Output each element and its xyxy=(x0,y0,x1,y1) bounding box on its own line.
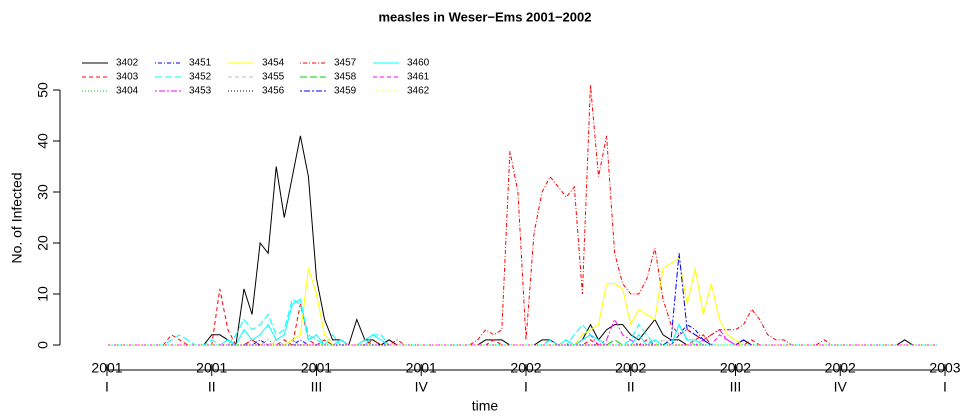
x-tick-label: IV xyxy=(415,379,429,395)
y-tick-label: 50 xyxy=(35,82,51,98)
x-tick-label: I xyxy=(943,379,947,395)
x-tick-label: II xyxy=(208,379,216,395)
x-tick-label: 2002 xyxy=(720,360,751,376)
legend-label: 3403 xyxy=(116,72,139,83)
y-tick-label: 40 xyxy=(35,133,51,149)
x-tick-label: 2001 xyxy=(406,360,437,376)
y-tick-label: 10 xyxy=(35,286,51,302)
chart-title: measles in Weser−Ems 2001−2002 xyxy=(379,9,592,24)
legend-label: 3404 xyxy=(116,86,139,97)
legend-label: 3452 xyxy=(189,72,212,83)
legend-label: 3451 xyxy=(189,58,212,69)
x-tick-label: 2002 xyxy=(510,360,541,376)
x-axis-label: time xyxy=(472,398,499,414)
y-tick-label: 30 xyxy=(35,184,51,200)
y-tick-label: 20 xyxy=(35,235,51,251)
x-tick-label: III xyxy=(311,379,323,395)
x-tick-label: IV xyxy=(834,379,848,395)
x-tick-label: 2002 xyxy=(825,360,856,376)
legend-label: 3458 xyxy=(334,72,357,83)
series-line xyxy=(107,298,937,346)
series-line xyxy=(107,257,937,346)
series-line xyxy=(107,288,937,346)
legend-label: 3457 xyxy=(334,58,357,69)
legend-label: 3461 xyxy=(407,72,430,83)
x-tick-label: 2002 xyxy=(615,360,646,376)
legend-label: 3459 xyxy=(334,86,357,97)
legend-label: 3455 xyxy=(262,72,285,83)
y-axis-label: No. of Infected xyxy=(9,172,25,263)
legend-label: 3453 xyxy=(189,86,212,97)
x-tick-label: 2001 xyxy=(91,360,122,376)
x-tick-label: I xyxy=(524,379,528,395)
legend-label: 3402 xyxy=(116,58,139,69)
series-line xyxy=(107,135,937,346)
x-tick-label: 2003 xyxy=(929,360,960,376)
series-line xyxy=(107,298,937,346)
x-tick-label: I xyxy=(105,379,109,395)
x-tick-label: III xyxy=(730,379,742,395)
x-tick-label: 2001 xyxy=(196,360,227,376)
series-line xyxy=(107,84,937,346)
y-tick-label: 0 xyxy=(35,341,51,349)
legend-label: 3454 xyxy=(262,58,285,69)
legend-label: 3462 xyxy=(407,86,430,97)
x-tick-label: 2001 xyxy=(301,360,332,376)
legend-label: 3456 xyxy=(262,86,285,97)
x-tick-label: II xyxy=(627,379,635,395)
legend-label: 3460 xyxy=(407,58,430,69)
